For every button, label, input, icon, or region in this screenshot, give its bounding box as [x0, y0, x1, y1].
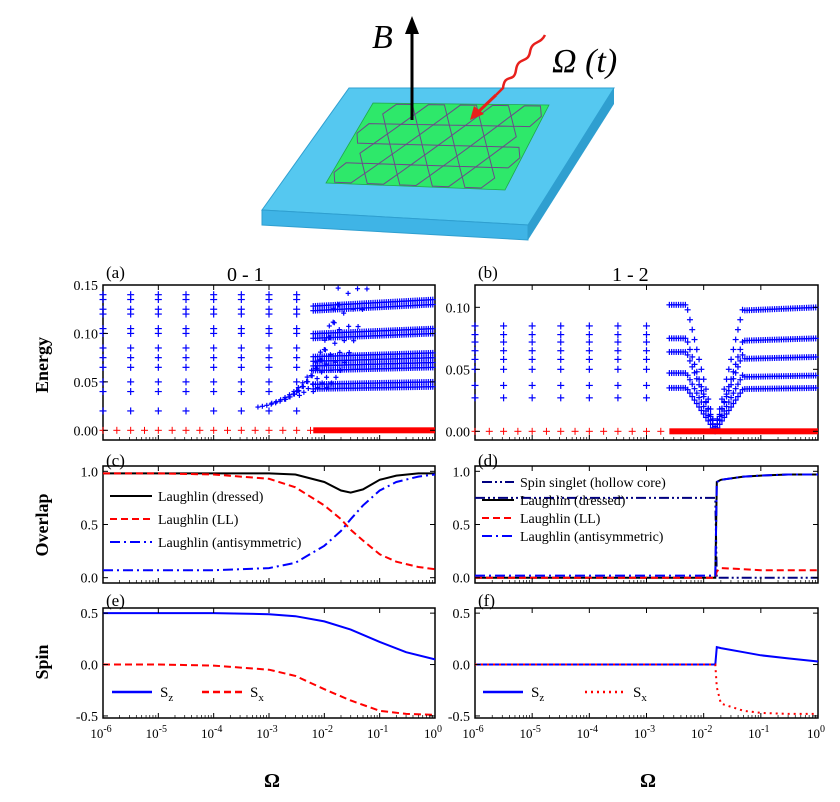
x-tick-label: 100	[807, 724, 825, 741]
x-tick-label: 10-5	[519, 724, 540, 741]
plot-a: 0.00 0.05 0.10 0.15	[74, 279, 436, 441]
y-tick-label: -0.5	[76, 710, 98, 725]
y-tick-label: 0.5	[453, 519, 471, 534]
x-tick-label: 10-6	[90, 724, 111, 741]
legend-label: Laughlin (antisymmetric)	[520, 530, 664, 545]
legend-label: Laughlin (antisymmetric)	[158, 536, 302, 551]
x-tick-label: 10-5	[146, 724, 167, 741]
y-tick-label: 0.5	[81, 607, 99, 622]
series-line-0	[103, 612, 436, 661]
plot-frame	[102, 465, 436, 584]
series-line-0	[475, 645, 819, 666]
y-tick-label: 0.05	[446, 363, 471, 378]
x-tick-label: 10-4	[577, 724, 598, 741]
series-line-3	[475, 473, 818, 577]
legend-label: Laughlin (dressed)	[520, 494, 626, 509]
legend-label: Spin singlet (hollow core)	[520, 476, 666, 491]
plot-b: 0.00 0.05 0.10	[446, 284, 819, 441]
series-line-2	[475, 567, 818, 579]
y-tick-label: 0.0	[453, 572, 471, 587]
ground-state	[99, 426, 435, 434]
legend-label: Sx	[250, 685, 264, 704]
y-tick-label: 0.5	[81, 519, 99, 534]
y-tick-label: 0.00	[446, 425, 471, 440]
y-tick-label: 0.5	[453, 607, 471, 622]
panel-tag-c: (c)	[106, 451, 125, 470]
hexagon-cell	[488, 146, 521, 169]
ground-state-band	[669, 428, 818, 435]
y-tick-label: 0.05	[74, 376, 99, 391]
drive-label: Ω (t)	[552, 43, 617, 80]
panel-tag-f: (f)	[478, 591, 495, 610]
plots: 0.00 0.05 0.10 0.15 0.00 0.05 0.10 0.0 0.5 1.0 Lau…	[74, 279, 826, 741]
panel-tag-d: (d)	[478, 451, 498, 470]
row-label-energy: Energy	[32, 337, 52, 393]
y-tick-label: 0.15	[74, 279, 99, 294]
x-tick-label: 10-6	[462, 724, 483, 741]
y-tick-label: 0.0	[453, 659, 471, 674]
x-axis-label-left: Ω	[264, 770, 280, 792]
field-label: B	[372, 19, 393, 56]
series-line-1	[475, 663, 818, 715]
radiation-arrow-head-icon	[470, 106, 484, 120]
plot-frame	[102, 607, 436, 719]
panel-title-b: 1 - 2	[612, 264, 649, 286]
legend-label: Sz	[160, 685, 173, 704]
plot-e: 10-6 10-5 10-4 10-3 10-2 10-1 100 -0.5 0.0 0.5 Sz S…	[76, 607, 442, 741]
graphene-illustration: B Ω (t)	[261, 16, 617, 241]
ground-state	[471, 427, 818, 435]
hexagon-cell	[446, 104, 480, 126]
legend-label: Sz	[531, 685, 544, 704]
x-axis-label-right: Ω	[640, 770, 656, 792]
graphene-sheet	[325, 102, 550, 191]
radiation-wave	[495, 34, 547, 96]
energy-levels	[471, 301, 819, 435]
legend-label: Laughlin (dressed)	[158, 490, 264, 505]
panel-tag-b: (b)	[478, 263, 498, 282]
hexagon-cell	[414, 104, 448, 126]
arrow-head-icon	[405, 16, 419, 34]
series-line-1	[103, 472, 436, 571]
y-tick-label: 0.0	[81, 659, 99, 674]
panel-tag-a: (a)	[106, 263, 125, 282]
y-tick-label: 0.0	[81, 572, 99, 587]
legend-label: Laughlin (LL)	[158, 513, 239, 528]
hexagon-cell	[510, 105, 542, 128]
x-tick-label: 10-2	[312, 724, 333, 741]
x-tick-label: 10-1	[748, 724, 769, 741]
x-tick-label: 10-1	[367, 724, 388, 741]
honeycomb-lattice	[333, 103, 542, 189]
y-tick-label: 0.00	[74, 424, 99, 439]
y-tick-label: -0.5	[448, 710, 470, 725]
x-tick-label: 10-2	[691, 724, 712, 741]
x-tick-label: 10-4	[201, 724, 222, 741]
y-tick-label: 0.10	[446, 301, 471, 316]
series-line-0	[103, 472, 435, 494]
legend-label: Laughlin (LL)	[520, 512, 601, 527]
energy-levels	[99, 285, 436, 415]
y-tick-label: 0.10	[74, 327, 99, 342]
ground-state-band	[313, 427, 435, 434]
series-line-0	[475, 496, 818, 579]
row-label-spin: Spin	[32, 644, 52, 679]
y-tick-label: 1.0	[453, 465, 471, 480]
x-tick-label: 10-3	[634, 724, 655, 741]
plot-f: 10-6 10-5 10-4 10-3 10-2 10-1 100 -0.5 0.0 0.5 Sz S…	[448, 607, 825, 741]
series-line-1	[103, 663, 436, 716]
panel-title-a: 0 - 1	[227, 264, 264, 286]
substrate-side-right	[528, 88, 614, 240]
series-line-2	[103, 473, 436, 572]
panel-tag-e: (e)	[106, 591, 125, 610]
legend-label: Sx	[633, 685, 647, 704]
plot-d: 0.0 0.5 1.0 Spin singlet (hollow core) Laugh…	[453, 465, 819, 587]
y-tick-label: 1.0	[81, 465, 99, 480]
x-tick-label: 100	[424, 724, 442, 741]
row-label-overlap: Overlap	[32, 494, 52, 557]
plot-c: 0.0 0.5 1.0 Laughlin (dressed) Laughlin (LL)…	[81, 465, 436, 587]
x-tick-label: 10-3	[256, 724, 277, 741]
